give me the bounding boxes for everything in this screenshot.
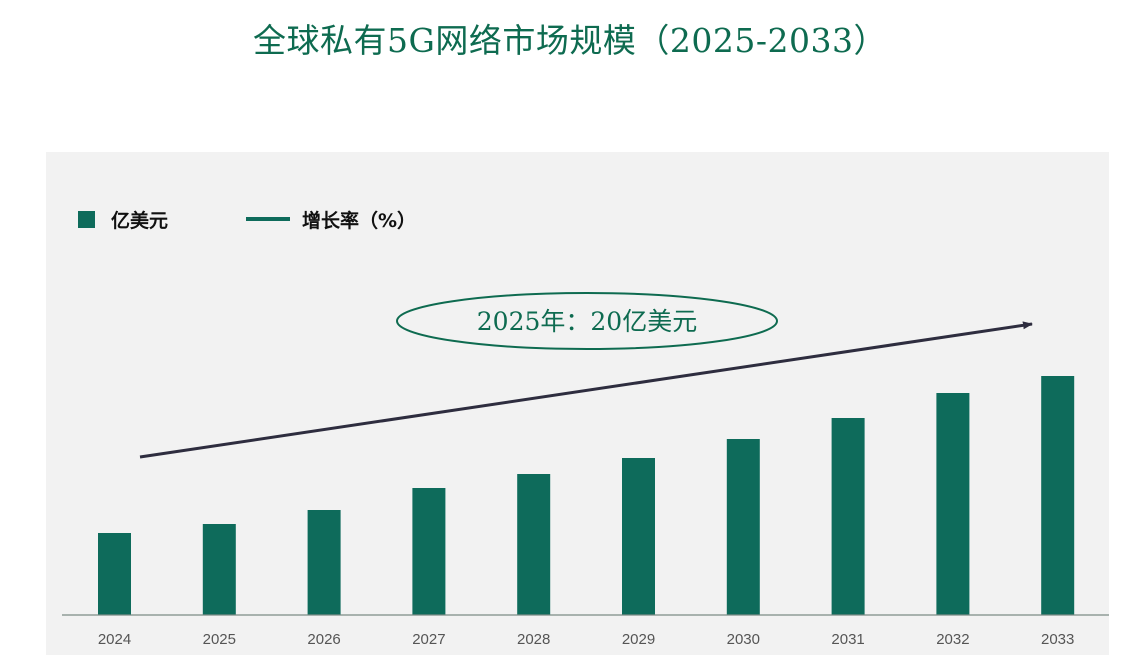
x-tick-label-2030: 2030: [727, 631, 760, 648]
x-tick-label-2031: 2031: [831, 631, 864, 648]
bar-2024: [98, 533, 131, 615]
legend-line-swatch: [246, 217, 290, 221]
annotation-ellipse: [396, 292, 778, 350]
x-tick-label-2033: 2033: [1041, 631, 1074, 648]
legend-bar-label: 亿美元: [111, 209, 169, 232]
x-tick-label-2028: 2028: [517, 631, 550, 648]
bars-group: [98, 376, 1075, 615]
page-title: 全球私有5G网络市场规模（2025-2033）: [253, 21, 887, 60]
bar-2029: [622, 458, 655, 615]
bar-2025: [202, 524, 236, 615]
x-tick-label-2029: 2029: [622, 631, 655, 648]
x-tick-label-2027: 2027: [412, 631, 445, 648]
bar-2027: [412, 488, 446, 615]
x-tick-label-2024: 2024: [98, 631, 131, 648]
x-tick-label-2026: 2026: [307, 631, 340, 648]
x-tick-label-2032: 2032: [936, 631, 969, 648]
bar-2031: [831, 418, 865, 615]
legend-line-label: 增长率（%）: [302, 209, 417, 232]
legend-line-item: 增长率（%）: [246, 206, 416, 232]
trend-arrow: [139, 321, 1033, 459]
bar-2033: [1041, 376, 1075, 615]
bar-2026: [307, 510, 341, 615]
annotation-text: 2025年：20亿美元: [477, 307, 697, 336]
x-tick-labels: 2024 2025 2026 2027 2028 2029 2030 2031 2032 2033: [98, 631, 1075, 648]
x-tick-label-2025: 2025: [203, 631, 236, 648]
legend-bar-item: 亿美元: [78, 206, 168, 232]
bar-2032: [936, 393, 970, 615]
bar-2030: [726, 439, 760, 615]
bar-2028: [517, 474, 551, 615]
legend-bar-swatch: [78, 210, 95, 228]
